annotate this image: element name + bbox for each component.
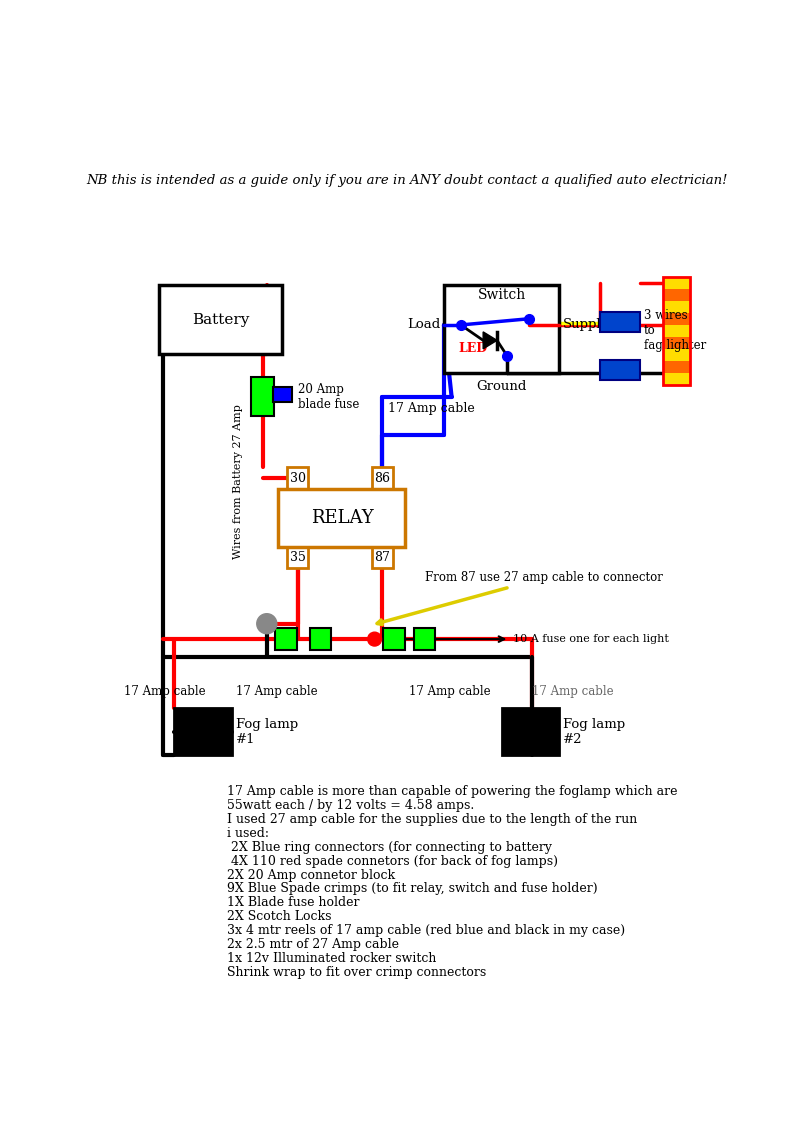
Bar — [663, 362, 690, 373]
Bar — [600, 312, 640, 332]
Polygon shape — [484, 332, 497, 349]
Bar — [159, 285, 282, 354]
Text: 55watt each / by 12 volts = 4.58 amps.: 55watt each / by 12 volts = 4.58 amps. — [227, 800, 474, 812]
Text: From 87 use 27 amp cable to connector: From 87 use 27 amp cable to connector — [377, 572, 662, 624]
Text: Wires from Battery 27 Amp: Wires from Battery 27 Amp — [233, 404, 243, 559]
Bar — [663, 326, 690, 337]
Text: 17 Amp cable: 17 Amp cable — [125, 685, 206, 699]
Bar — [287, 467, 308, 489]
Text: NB this is intended as a guide only if you are in ANY doubt contact a qualified : NB this is intended as a guide only if y… — [87, 174, 727, 188]
Text: 35: 35 — [290, 551, 306, 564]
Text: LED: LED — [459, 341, 488, 355]
Text: 3 wires
to
fag lighter: 3 wires to fag lighter — [644, 309, 707, 351]
Text: 20 Amp
blade fuse: 20 Amp blade fuse — [298, 383, 359, 411]
Bar — [663, 349, 690, 362]
Text: 17 Amp cable: 17 Amp cable — [533, 685, 614, 699]
Text: 3x 4 mtr reels of 17 amp cable (red blue and black in my case): 3x 4 mtr reels of 17 amp cable (red blue… — [227, 924, 625, 937]
Text: 86: 86 — [374, 472, 391, 485]
Text: 1x 12v Illuminated rocker switch: 1x 12v Illuminated rocker switch — [227, 951, 436, 965]
Text: Battery: Battery — [192, 312, 249, 327]
Text: Fog lamp
#2: Fog lamp #2 — [563, 718, 626, 746]
Circle shape — [368, 632, 381, 646]
Bar — [444, 285, 560, 374]
Text: i used:: i used: — [227, 827, 268, 840]
Text: 2x 2.5 mtr of 27 Amp cable: 2x 2.5 mtr of 27 Amp cable — [227, 938, 399, 951]
Bar — [600, 359, 640, 380]
Text: 17 Amp cable: 17 Amp cable — [236, 685, 318, 699]
Bar — [663, 290, 690, 301]
Bar — [372, 467, 393, 489]
Bar — [663, 373, 690, 385]
Text: 2X 20 Amp connetor block: 2X 20 Amp connetor block — [227, 868, 395, 882]
Text: 17 Amp cable is more than capable of powering the foglamp which are: 17 Amp cable is more than capable of pow… — [227, 785, 677, 798]
Bar — [276, 629, 297, 650]
Bar — [310, 629, 331, 650]
Circle shape — [256, 613, 277, 633]
Bar — [287, 547, 308, 568]
Text: 17 Amp cable: 17 Amp cable — [388, 402, 475, 414]
Text: Shrink wrap to fit over crimp connectors: Shrink wrap to fit over crimp connectors — [227, 966, 486, 978]
Bar — [372, 547, 393, 568]
Text: 17 Amp cable: 17 Amp cable — [409, 685, 491, 699]
Text: Scotch
Lock: Scotch Lock — [604, 312, 636, 331]
Bar — [383, 629, 405, 650]
Text: 2X Scotch Locks: 2X Scotch Locks — [227, 910, 331, 923]
Bar — [502, 709, 560, 755]
Text: 4X 110 red spade connetors (for back of fog lamps): 4X 110 red spade connetors (for back of … — [227, 855, 557, 868]
Text: 9X Blue Spade crimps (to fit relay, switch and fuse holder): 9X Blue Spade crimps (to fit relay, swit… — [227, 883, 597, 895]
Text: Ground: Ground — [476, 380, 527, 393]
Bar — [273, 386, 292, 402]
Bar — [279, 489, 406, 547]
Text: Fog lamp
#1: Fog lamp #1 — [236, 718, 298, 746]
Bar — [663, 313, 690, 326]
Bar — [663, 277, 690, 290]
Text: Scotch
Lock: Scotch Lock — [604, 359, 636, 380]
Bar — [663, 277, 690, 385]
Text: RELAY: RELAY — [310, 509, 373, 527]
Text: Switch: Switch — [477, 287, 526, 302]
Bar — [175, 709, 232, 755]
Text: Load: Load — [407, 319, 440, 331]
Bar — [414, 629, 435, 650]
Text: Supply: Supply — [563, 319, 609, 331]
Bar — [252, 377, 275, 416]
Text: 1X Blade fuse holder: 1X Blade fuse holder — [227, 896, 359, 910]
Text: I used 27 amp cable for the supplies due to the length of the run: I used 27 amp cable for the supplies due… — [227, 813, 637, 827]
Bar — [663, 337, 690, 349]
Text: 87: 87 — [374, 551, 390, 564]
Text: 30: 30 — [290, 472, 306, 485]
Bar — [663, 301, 690, 313]
Text: 10 A fuse one for each light: 10 A fuse one for each light — [513, 634, 669, 645]
Text: 2X Blue ring connectors (for connecting to battery: 2X Blue ring connectors (for connecting … — [227, 841, 552, 853]
